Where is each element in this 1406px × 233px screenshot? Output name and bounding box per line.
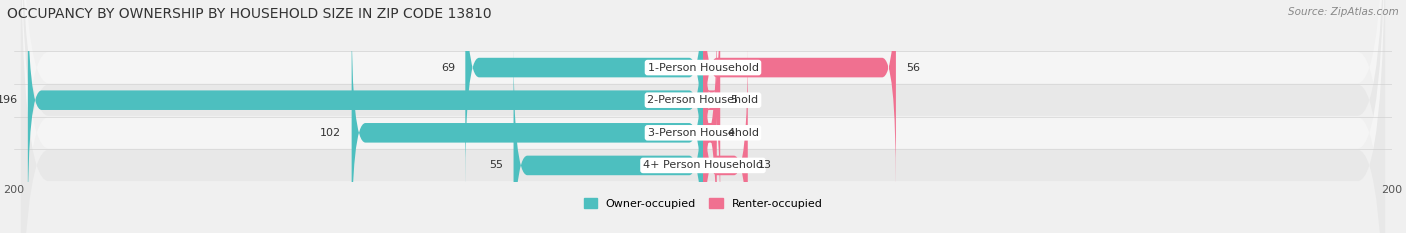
FancyBboxPatch shape: [703, 0, 896, 188]
FancyBboxPatch shape: [352, 12, 703, 233]
Text: 5: 5: [731, 95, 738, 105]
Text: 196: 196: [0, 95, 17, 105]
FancyBboxPatch shape: [513, 45, 703, 233]
Text: 102: 102: [321, 128, 342, 138]
Text: 3-Person Household: 3-Person Household: [648, 128, 758, 138]
FancyBboxPatch shape: [21, 0, 1385, 233]
Text: 2-Person Household: 2-Person Household: [647, 95, 759, 105]
Text: 4: 4: [727, 128, 734, 138]
Text: 13: 13: [758, 161, 772, 170]
FancyBboxPatch shape: [703, 0, 720, 221]
Legend: Owner-occupied, Renter-occupied: Owner-occupied, Renter-occupied: [583, 198, 823, 209]
FancyBboxPatch shape: [703, 12, 717, 233]
FancyBboxPatch shape: [465, 0, 703, 188]
FancyBboxPatch shape: [21, 0, 1385, 233]
Text: 55: 55: [489, 161, 503, 170]
FancyBboxPatch shape: [21, 0, 1385, 233]
FancyBboxPatch shape: [21, 0, 1385, 233]
FancyBboxPatch shape: [28, 0, 703, 221]
Text: 4+ Person Household: 4+ Person Household: [643, 161, 763, 170]
Text: 1-Person Household: 1-Person Household: [648, 63, 758, 72]
FancyBboxPatch shape: [703, 45, 748, 233]
Text: Source: ZipAtlas.com: Source: ZipAtlas.com: [1288, 7, 1399, 17]
Text: OCCUPANCY BY OWNERSHIP BY HOUSEHOLD SIZE IN ZIP CODE 13810: OCCUPANCY BY OWNERSHIP BY HOUSEHOLD SIZE…: [7, 7, 492, 21]
Text: 56: 56: [907, 63, 921, 72]
Text: 69: 69: [441, 63, 456, 72]
